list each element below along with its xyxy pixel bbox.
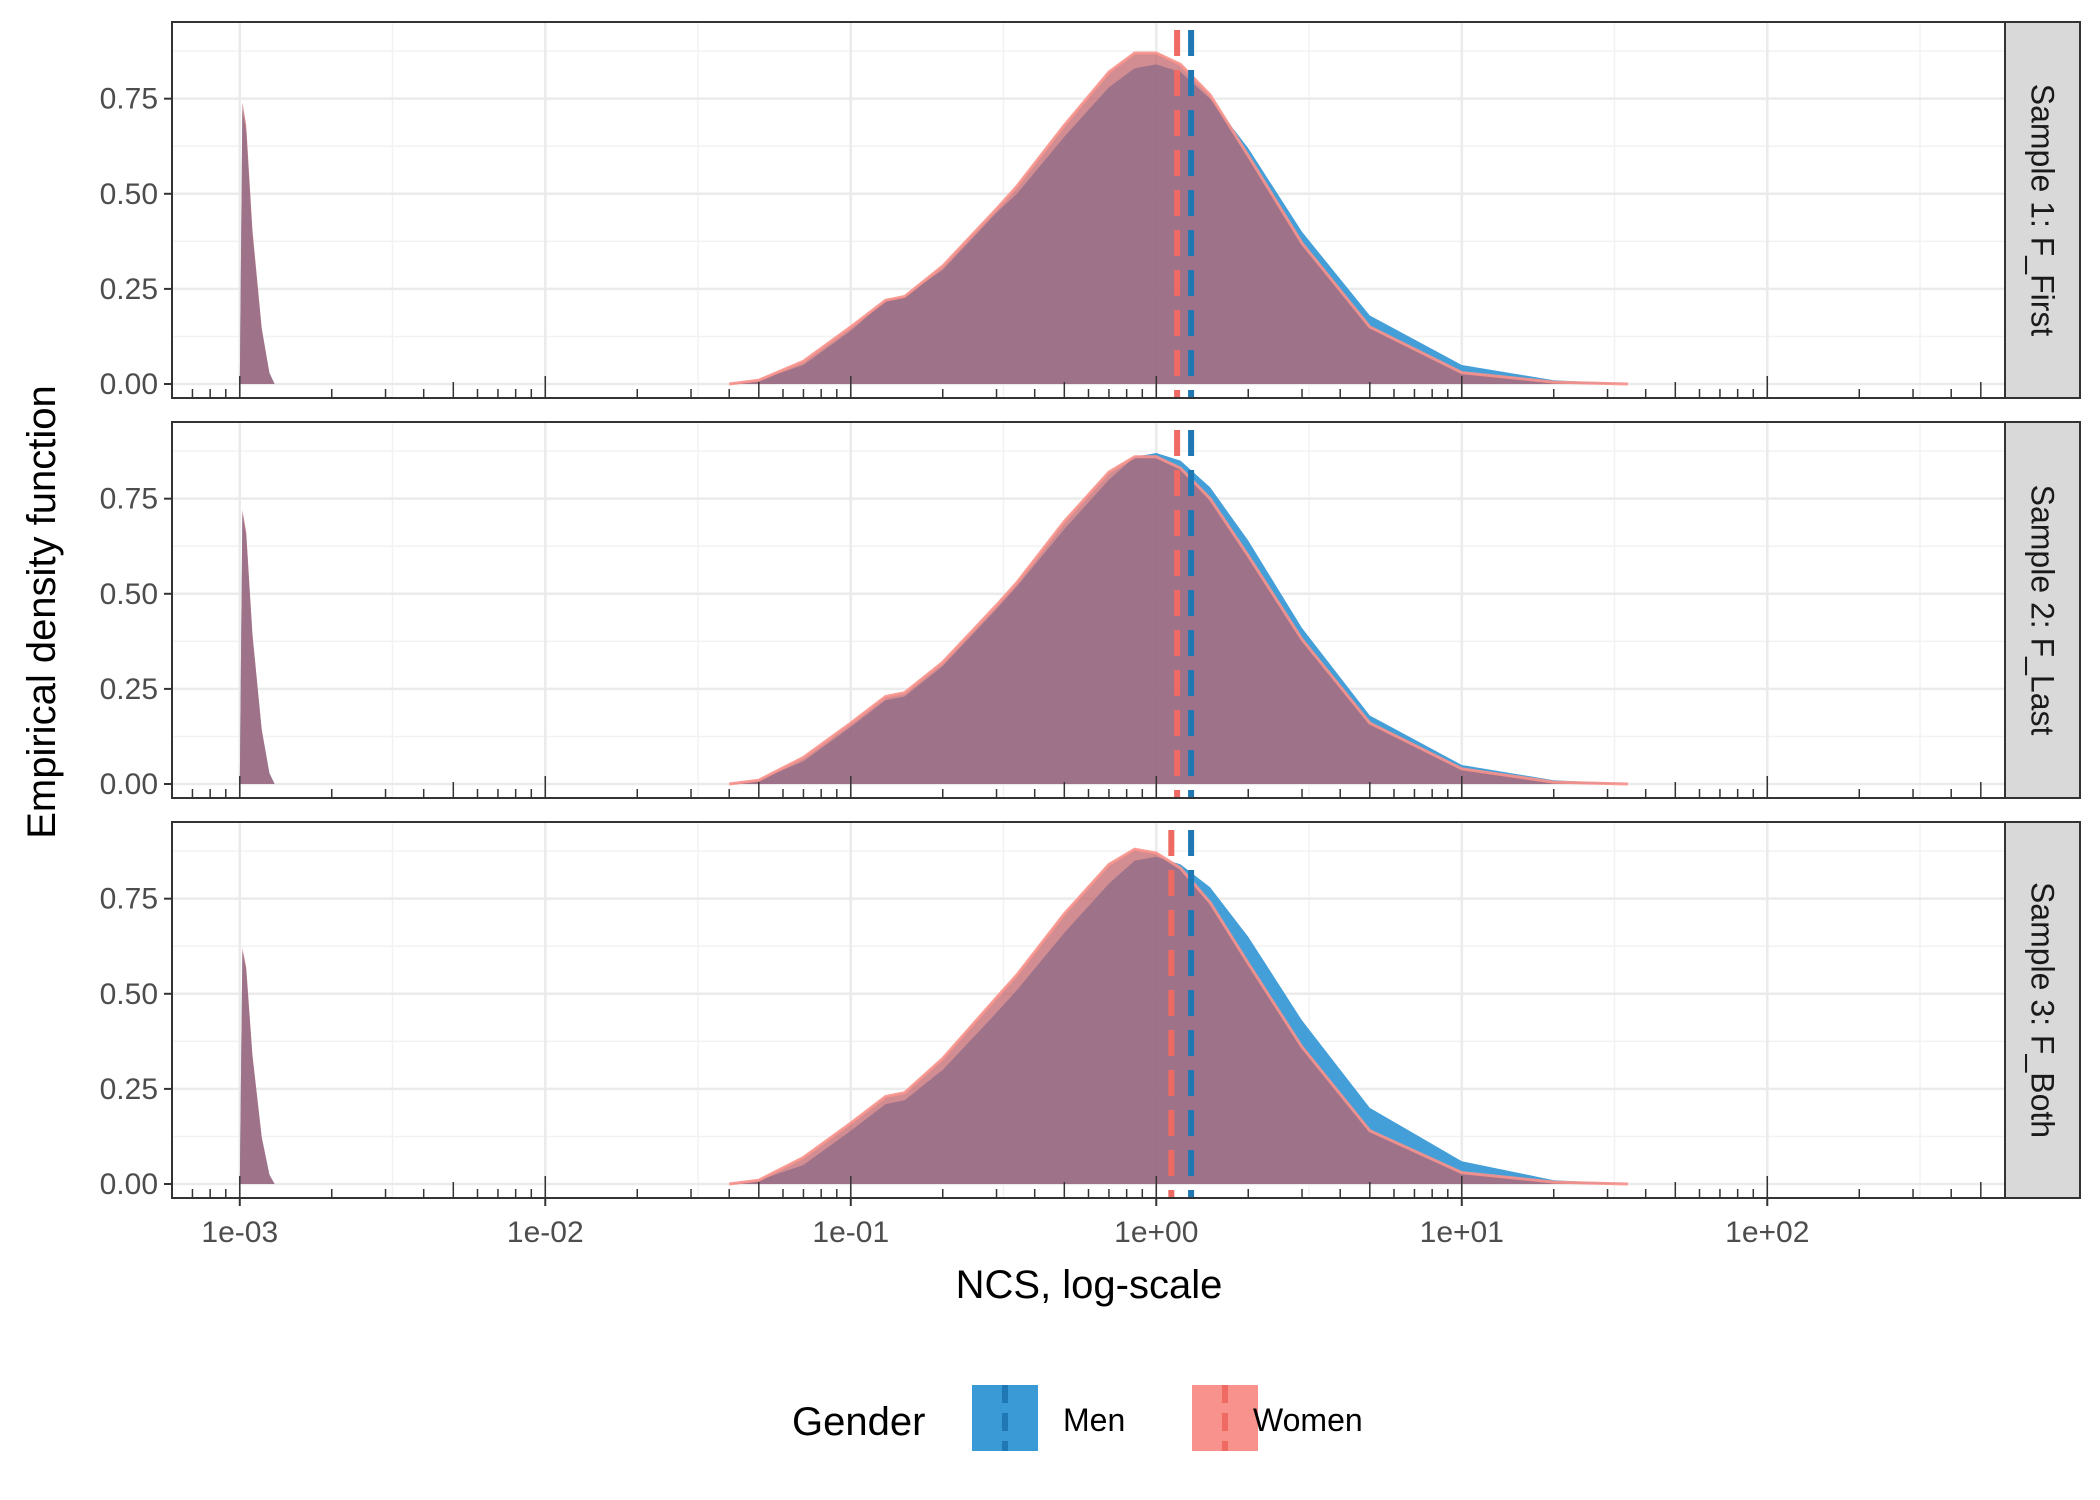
x-tick-label: 1e+01 — [1420, 1216, 1504, 1249]
density-edge-women — [729, 455, 1629, 786]
facet-strip — [2004, 21, 2081, 399]
y-tick-label: 0.25 — [100, 273, 158, 306]
y-tick-label: 0.25 — [100, 1073, 158, 1106]
density-edge-women — [729, 847, 1629, 1186]
y-tick-label: 0.75 — [100, 883, 158, 916]
legend-label-men: Men — [1063, 1402, 1125, 1438]
legend: Gender Men Women — [792, 1385, 1363, 1451]
y-tick-label: 0.75 — [100, 83, 158, 116]
panel-2: 0.00 0.25 0.50 0.75 Sample 2: F_Last — [100, 421, 2081, 801]
facet-strip-label: Sample 3: F_Both — [2025, 882, 2061, 1138]
y-axis-title: Empirical density function — [20, 385, 64, 839]
spike-women — [239, 948, 275, 1184]
density-area-women — [729, 849, 1628, 1184]
y-tick-label: 0.00 — [100, 368, 158, 401]
facet-strip-label: Sample 2: F_Last — [2025, 485, 2061, 736]
facet-strip-label: Sample 1: F_First — [2025, 84, 2061, 337]
x-axis: 1e-03 1e-02 1e-01 1e+00 1e+01 1e+02 — [201, 1198, 1809, 1249]
y-tick-label: 0.50 — [100, 978, 158, 1011]
spike-women — [239, 102, 275, 384]
density-area-women — [729, 456, 1628, 784]
legend-label-women: Women — [1253, 1402, 1363, 1438]
y-tick-label: 0.75 — [100, 483, 158, 516]
x-axis-title: NCS, log-scale — [956, 1263, 1223, 1307]
x-tick-label: 1e-01 — [812, 1216, 889, 1249]
x-tick-label: 1e+02 — [1725, 1216, 1809, 1249]
facet-strip — [2004, 821, 2081, 1199]
density-edge-women — [729, 51, 1629, 386]
x-tick-label: 1e-02 — [507, 1216, 584, 1249]
legend-title: Gender — [792, 1400, 925, 1444]
x-tick-label: 1e+00 — [1114, 1216, 1198, 1249]
facet-strip — [2004, 421, 2081, 799]
panel-3: 0.00 0.25 0.50 0.75 Sample 3: F_Both — [100, 821, 2081, 1201]
panel-1: 0.00 0.25 0.50 0.75 Sample 1: F_First — [100, 21, 2081, 401]
density-area-women — [729, 53, 1628, 384]
y-tick-label: 0.50 — [100, 578, 158, 611]
x-tick-label: 1e-03 — [201, 1216, 278, 1249]
y-tick-label: 0.25 — [100, 673, 158, 706]
y-tick-label: 0.50 — [100, 178, 158, 211]
panels-layer: 0.00 0.25 0.50 0.75 Sample 1: F_First 0.00 0.2… — [100, 21, 2081, 1201]
y-tick-label: 0.00 — [100, 1168, 158, 1201]
y-tick-label: 0.00 — [100, 768, 158, 801]
spike-women — [239, 510, 275, 784]
